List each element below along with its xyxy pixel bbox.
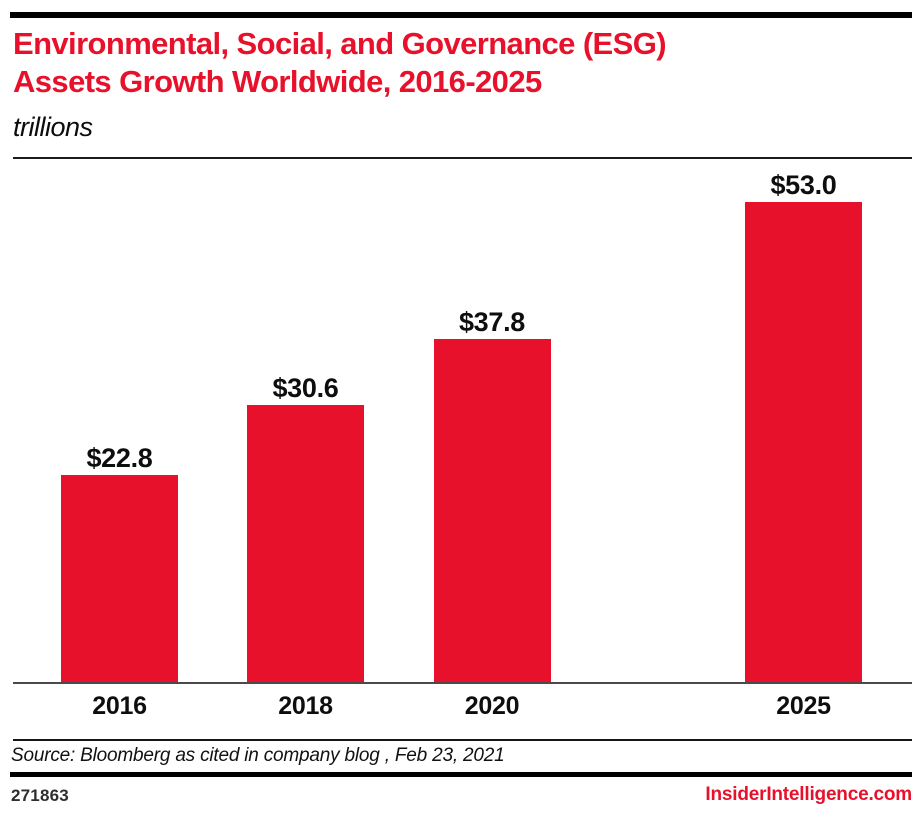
chart-title-line1: Environmental, Social, and Governance (E… xyxy=(13,26,667,61)
bar-value-label-2025: $53.0 xyxy=(770,170,837,200)
source-note: Source: Bloomberg as cited in company bl… xyxy=(11,745,505,766)
x-tick-label-2020: 2020 xyxy=(464,692,520,720)
x-tick-label-2016: 2016 xyxy=(92,692,147,720)
footer-rule xyxy=(10,772,912,777)
bar-value-label-2016: $22.8 xyxy=(86,443,153,473)
chart-title: Environmental, Social, and Governance (E… xyxy=(13,25,893,101)
bar-2020 xyxy=(433,339,551,682)
bar-2025 xyxy=(745,202,862,682)
chart-id: 271863 xyxy=(11,786,69,805)
brand-link[interactable]: InsiderIntelligence.com xyxy=(705,784,912,805)
x-axis-line xyxy=(13,682,912,684)
bar-value-label-2018: $30.6 xyxy=(272,373,339,403)
chart-title-line2: Assets Growth Worldwide, 2016-2025 xyxy=(13,64,542,99)
source-divider-rule xyxy=(13,739,912,741)
chart-top-rule xyxy=(13,157,912,159)
x-tick-label-2018: 2018 xyxy=(278,692,333,720)
bar-2016 xyxy=(61,475,178,682)
chart-units-subtitle: trillions xyxy=(13,112,93,142)
x-tick-label-2025: 2025 xyxy=(776,692,831,720)
bar-2018 xyxy=(247,405,364,682)
top-accent-bar xyxy=(10,12,912,18)
bar-value-label-2020: $37.8 xyxy=(458,307,526,337)
